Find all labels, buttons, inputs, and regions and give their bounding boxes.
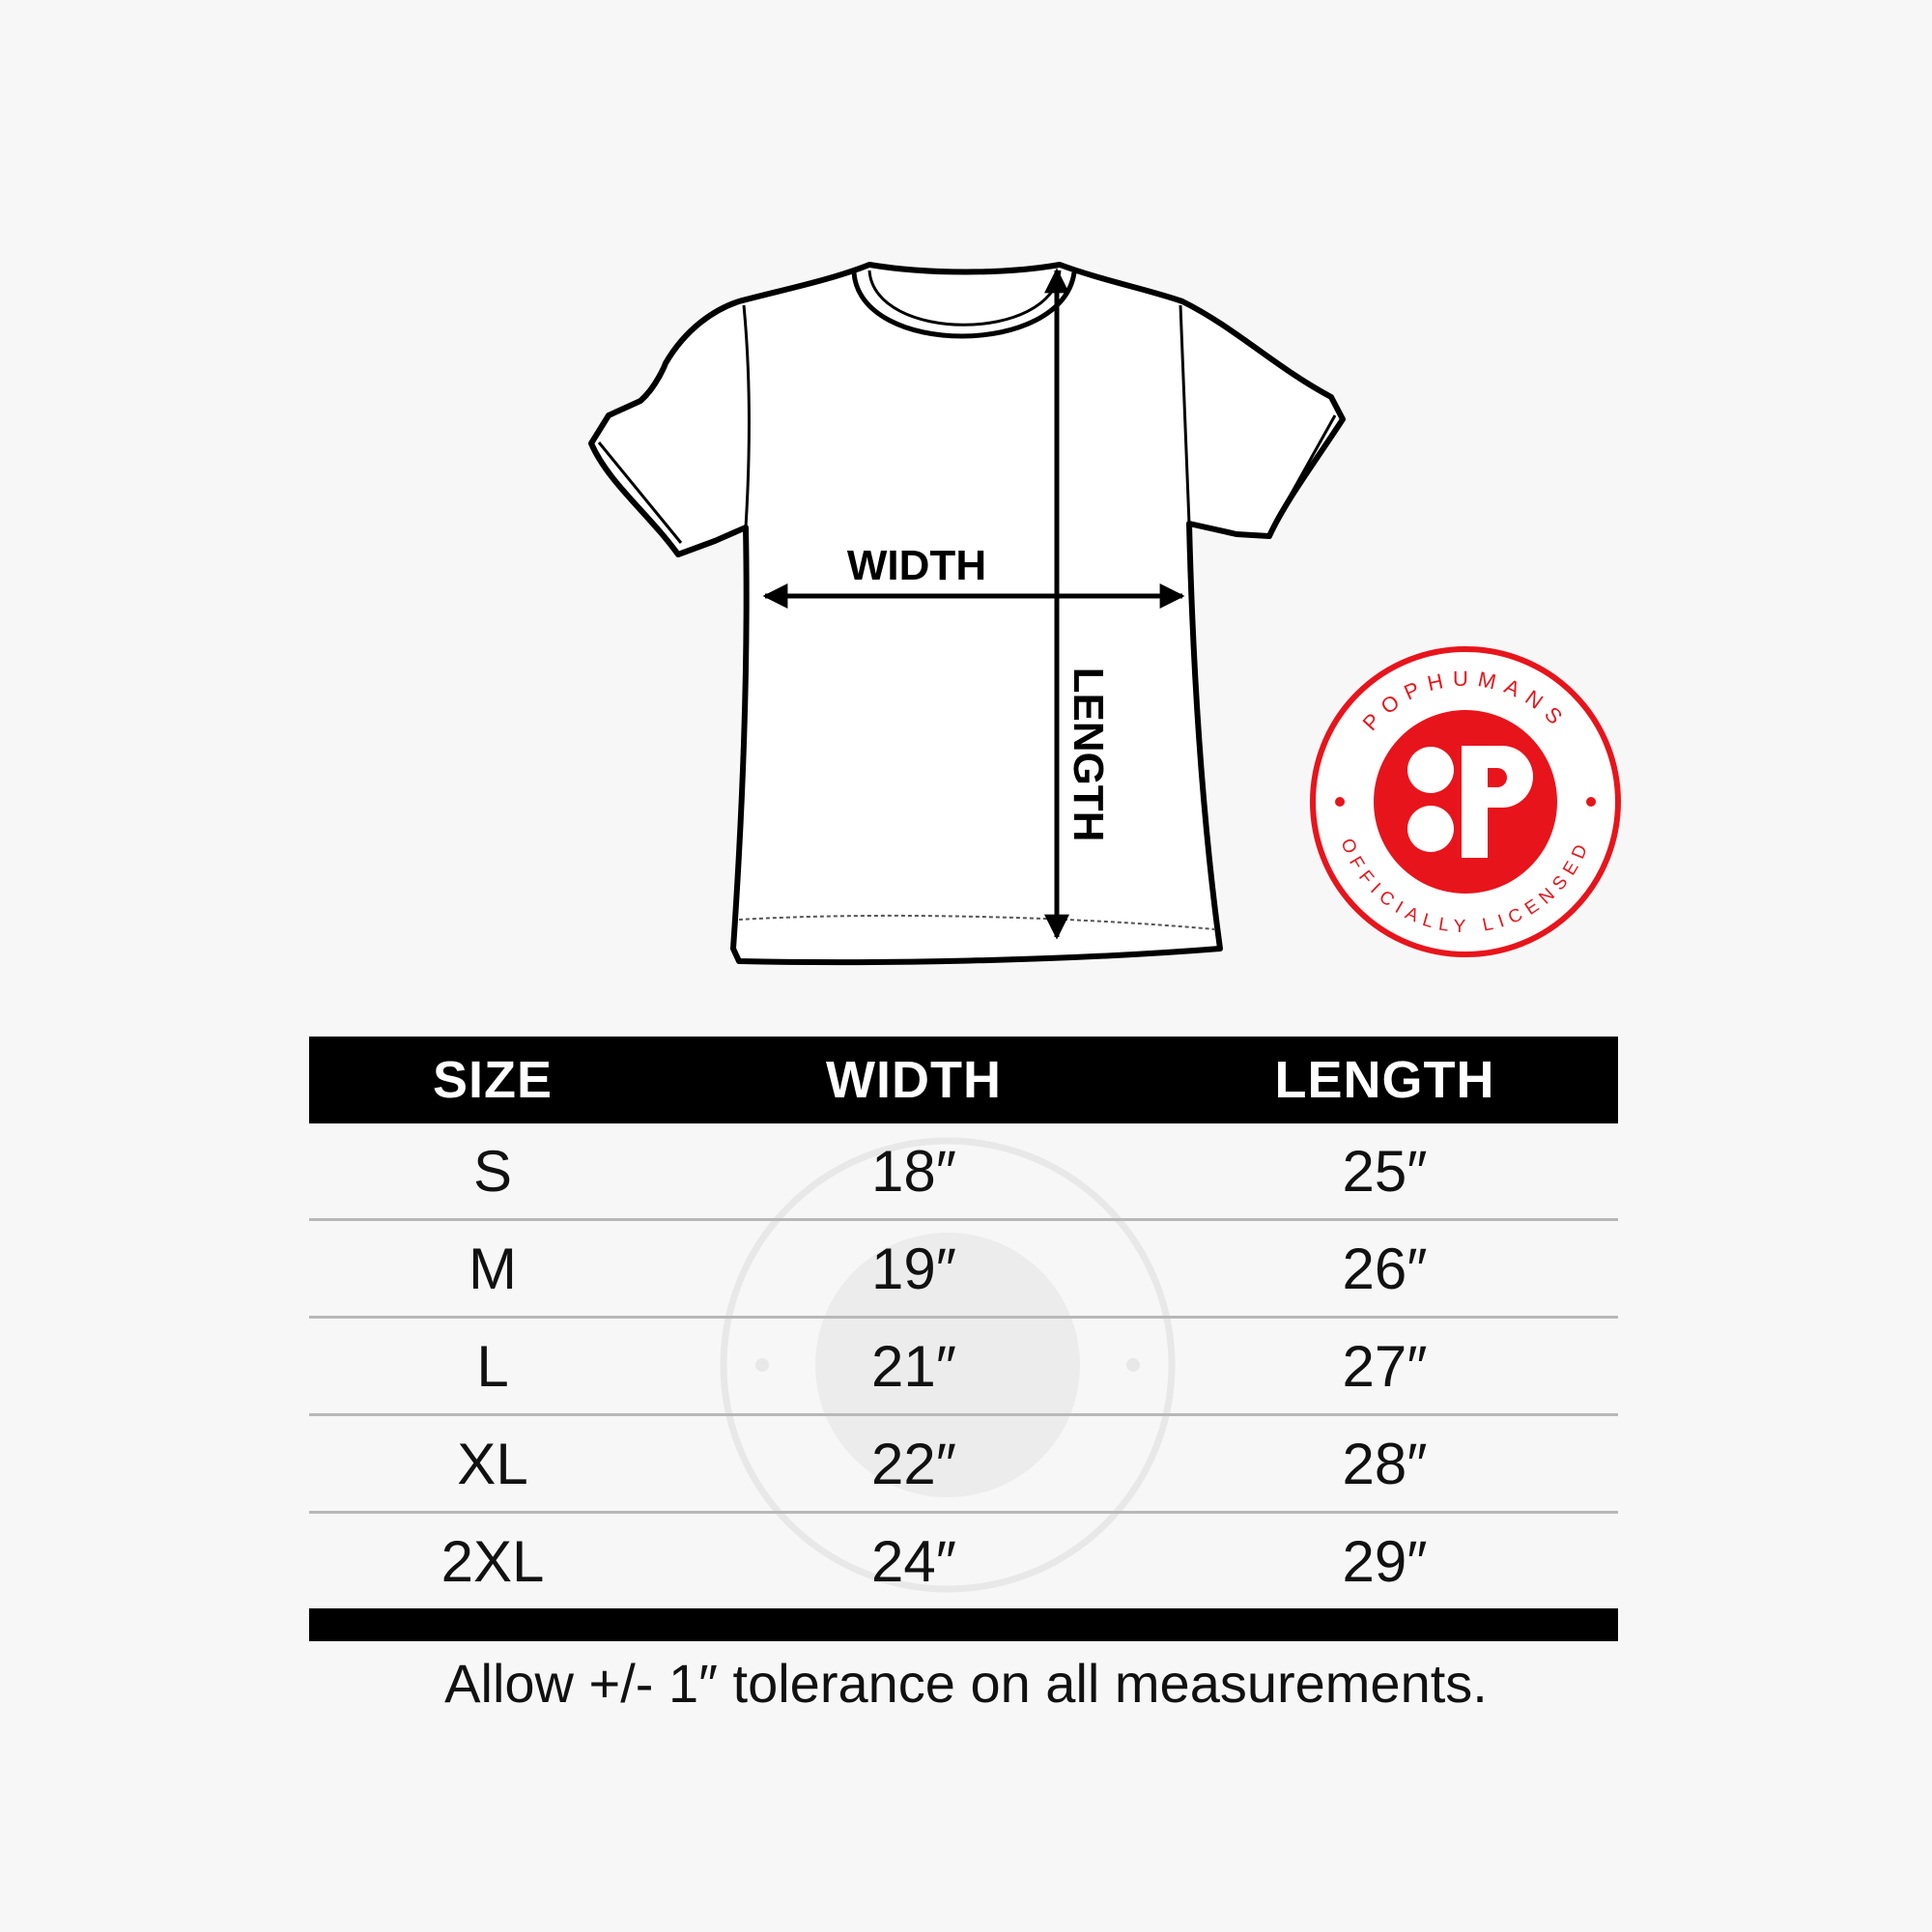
size-cell: L (476, 1333, 509, 1399)
length-cell: 25″ (1342, 1138, 1428, 1204)
size-chart-table: SIZE WIDTH LENGTH S 18″ 25″ M 19″ 26″ L … (309, 1037, 1618, 1641)
size-cell: S (472, 1138, 513, 1204)
table-row: S 18″ 25″ (309, 1123, 1618, 1221)
tolerance-note: Allow +/- 1″ tolerance on all measuremen… (444, 1653, 1488, 1714)
table-header: SIZE WIDTH LENGTH (309, 1037, 1618, 1123)
header-width: WIDTH (826, 1051, 1002, 1109)
width-label: WIDTH (847, 542, 986, 589)
width-cell: 22″ (871, 1431, 956, 1496)
width-cell: 21″ (871, 1333, 956, 1399)
left-seam (742, 304, 751, 528)
length-cell: 28″ (1342, 1431, 1428, 1496)
tshirt-outline (588, 262, 1346, 966)
table-row: 2XL 24″ 29″ (309, 1514, 1618, 1608)
table-row: XL 22″ 28″ (309, 1416, 1618, 1514)
length-cell: 26″ (1342, 1236, 1428, 1301)
width-cell: 18″ (871, 1138, 956, 1204)
table-row: L 21″ 27″ (309, 1319, 1618, 1416)
table-bottom-bar (309, 1608, 1618, 1641)
length-cell: 29″ (1342, 1528, 1428, 1594)
size-cell: XL (457, 1431, 528, 1496)
size-cell: M (469, 1236, 517, 1301)
width-cell: 19″ (871, 1236, 956, 1301)
left-cuff (597, 441, 683, 544)
right-seam (1179, 304, 1191, 525)
length-label: LENGTH (1065, 668, 1112, 842)
header-size: SIZE (432, 1051, 554, 1109)
hem-stitch (738, 914, 1216, 930)
size-cell: 2XL (440, 1528, 545, 1594)
right-cuff (1269, 414, 1337, 530)
header-length: LENGTH (1274, 1051, 1495, 1109)
length-cell: 27″ (1342, 1333, 1428, 1399)
width-cell: 24″ (871, 1528, 956, 1594)
table-row: M 19″ 26″ (309, 1221, 1618, 1319)
table-body: S 18″ 25″ M 19″ 26″ L 21″ 27″ XL 22″ 28″… (309, 1123, 1618, 1608)
p-logo-icon (1462, 746, 1533, 858)
